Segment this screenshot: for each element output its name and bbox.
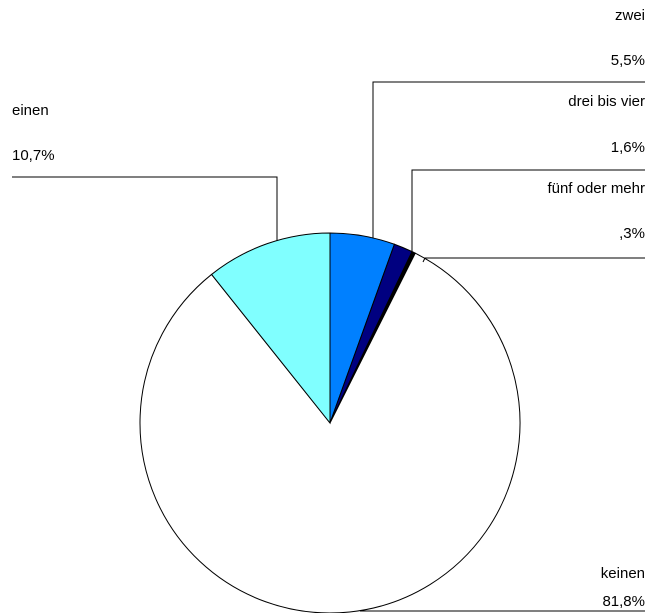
slice-label: fünf oder mehr	[547, 180, 645, 197]
leader-line	[411, 169, 645, 252]
value-label: 1,6%	[611, 139, 645, 156]
value-label: 81,8%	[602, 593, 645, 610]
slice-label: drei bis vier	[568, 93, 645, 110]
leader-line	[12, 176, 278, 241]
slice-label: keinen	[601, 565, 645, 582]
leader-line	[422, 257, 645, 263]
value-label: 5,5%	[611, 52, 645, 69]
slice-label: einen	[12, 102, 49, 119]
value-label: 10,7%	[12, 147, 55, 164]
slice-label: zwei	[615, 7, 645, 24]
value-label: ,3%	[619, 225, 645, 242]
pie-slice	[210, 232, 331, 425]
leader-line	[372, 81, 645, 238]
pie-slice	[139, 252, 521, 613]
